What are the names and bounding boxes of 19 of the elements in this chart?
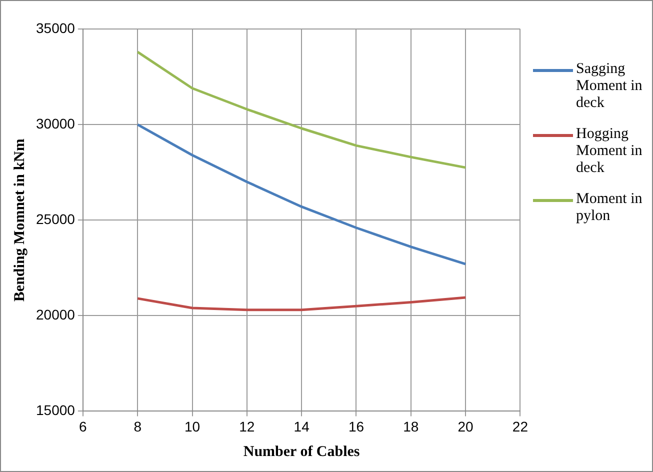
y-tick-label: 15000 bbox=[36, 402, 76, 418]
x-tick-label: 8 bbox=[134, 418, 142, 434]
legend-label: Sagging Moment in deck bbox=[576, 61, 644, 112]
y-axis-title: Bending Momnet in kNm bbox=[12, 138, 28, 302]
x-tick-label: 6 bbox=[79, 418, 88, 434]
y-tick-label: 35000 bbox=[36, 20, 76, 36]
legend-label: Moment in pylon bbox=[576, 191, 644, 225]
x-tick-label: 22 bbox=[512, 418, 528, 434]
x-axis-title: Number of Cables bbox=[243, 444, 360, 460]
x-tick-label: 14 bbox=[294, 418, 310, 434]
y-tick-label: 25000 bbox=[36, 210, 76, 227]
x-tick-label: 12 bbox=[239, 418, 255, 434]
legend-label: Hogging Moment in deck bbox=[576, 126, 644, 177]
y-tick-label: 30000 bbox=[36, 115, 76, 132]
x-tick-label: 10 bbox=[184, 418, 200, 434]
x-tick-label: 18 bbox=[403, 418, 419, 434]
x-tick-label: 20 bbox=[458, 418, 474, 434]
y-tick-label: 20000 bbox=[36, 306, 76, 323]
x-tick-label: 16 bbox=[348, 418, 364, 434]
